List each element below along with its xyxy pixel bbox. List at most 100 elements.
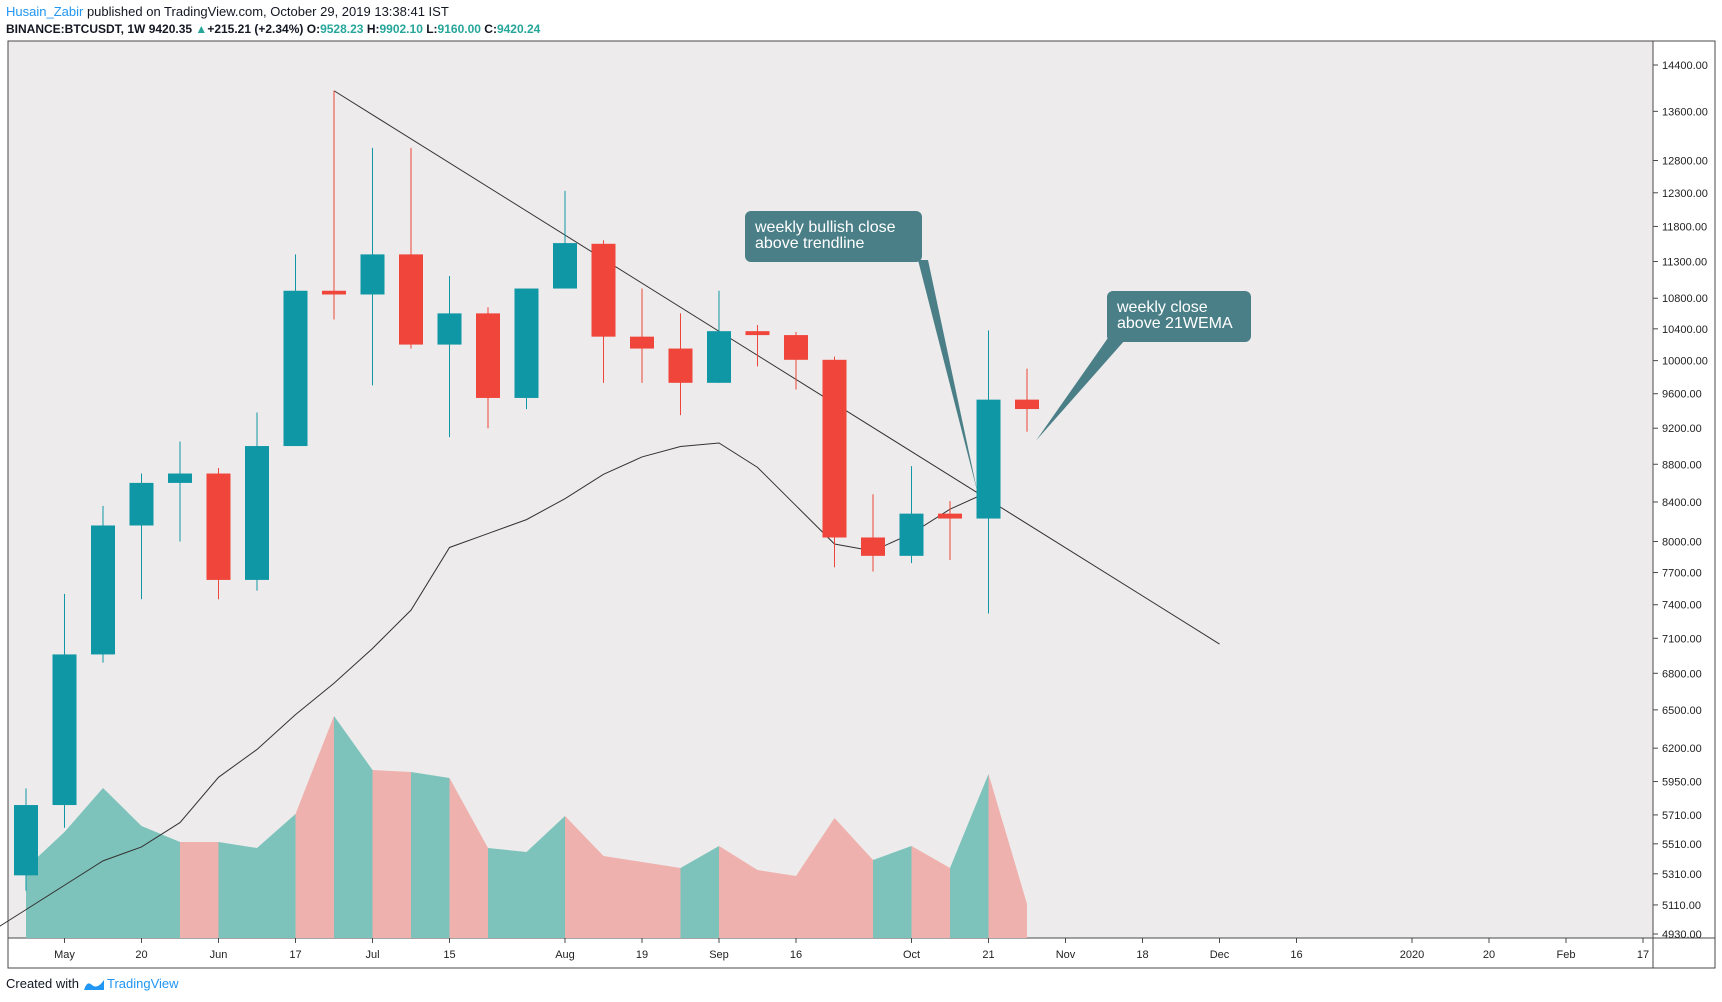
published-text: published on TradingView.com, October 29… xyxy=(86,4,449,19)
y-tick-label: 7400.00 xyxy=(1662,600,1702,612)
volume-area-segment xyxy=(950,774,989,938)
volume-area-segment xyxy=(757,870,796,938)
x-tick-label: Dec xyxy=(1210,949,1230,961)
volume-area-segment xyxy=(565,816,604,938)
volume-area-segment xyxy=(411,772,450,938)
candle xyxy=(976,330,1001,614)
candle-body xyxy=(206,473,231,580)
candle xyxy=(899,466,924,564)
volume-area-segment xyxy=(103,788,142,938)
x-tick-label: 15 xyxy=(443,949,455,961)
y-tick-label: 7700.00 xyxy=(1662,568,1702,580)
candle xyxy=(245,412,269,591)
candle-body xyxy=(668,348,693,383)
volume-area-segment xyxy=(719,846,758,938)
volume-area-segment xyxy=(257,814,296,938)
x-tick-label: 2020 xyxy=(1400,949,1424,961)
candle xyxy=(91,505,115,663)
candle-body xyxy=(514,288,539,398)
annotation-box xyxy=(1107,291,1251,342)
candle-body xyxy=(14,805,38,876)
candle-body xyxy=(399,254,423,345)
candle-body xyxy=(745,331,770,336)
candle-body xyxy=(91,525,115,655)
volume-area-segment xyxy=(141,826,180,938)
candle xyxy=(399,147,423,349)
x-tick-label: 17 xyxy=(1637,949,1649,961)
y-tick-label: 11800.00 xyxy=(1662,221,1707,233)
ohlc-legend: BINANCE:BTCUSDT, 1W 9420.35 ▲+215.21 (+2… xyxy=(6,22,540,36)
y-tick-label: 8000.00 xyxy=(1662,537,1702,549)
candle xyxy=(437,276,462,438)
x-tick-label: Feb xyxy=(1557,949,1576,961)
y-tick-label: 6200.00 xyxy=(1662,743,1702,755)
x-tick-label: Jul xyxy=(365,949,379,961)
candle xyxy=(707,290,731,383)
y-tick-label: 13600.00 xyxy=(1662,106,1708,118)
candle-body xyxy=(245,446,269,580)
y-tick-label: 8400.00 xyxy=(1662,497,1702,509)
candle-body xyxy=(784,335,808,360)
author-link[interactable]: Husain_Zabir xyxy=(6,4,84,19)
volume-area-segment xyxy=(449,778,488,938)
x-tick-label: 16 xyxy=(790,949,802,961)
y-tick-label: 5310.00 xyxy=(1662,869,1702,881)
volume-area-segment xyxy=(372,770,411,938)
annotation-text: above trendline xyxy=(755,235,865,252)
candle xyxy=(861,494,885,572)
annotation-text: above 21WEMA xyxy=(1117,315,1233,332)
volume-area-segment xyxy=(603,856,642,938)
annotation-box xyxy=(745,211,922,262)
y-tick-label: 10800.00 xyxy=(1662,293,1708,305)
candle-body xyxy=(976,399,1001,519)
volume-area-segment xyxy=(642,862,681,938)
tradingview-link[interactable]: TradingView xyxy=(106,976,179,991)
annotation-text: weekly close xyxy=(1116,299,1208,316)
volume-area-segment xyxy=(26,832,65,938)
volume-area-segment xyxy=(64,788,103,938)
close-value: 9420.24 xyxy=(496,22,541,36)
y-tick-label: 5950.00 xyxy=(1662,777,1702,789)
candle-body xyxy=(129,482,154,526)
high-label: H: xyxy=(366,22,380,36)
open-label: O: xyxy=(306,22,321,36)
candle-body xyxy=(1015,399,1039,410)
candle xyxy=(553,190,577,289)
volume-area-segment xyxy=(988,774,1027,938)
candle xyxy=(745,324,770,367)
x-tick-label: 21 xyxy=(982,949,994,961)
volume-area-segment xyxy=(680,846,719,938)
candle xyxy=(591,240,616,383)
annotation-pointer xyxy=(918,260,978,493)
x-tick-label: Aug xyxy=(555,949,575,961)
candle xyxy=(283,254,308,447)
y-tick-label: 12300.00 xyxy=(1662,188,1708,200)
footer-credit: Created with TradingView xyxy=(6,976,179,992)
tradingview-logo-icon xyxy=(83,979,104,990)
candle xyxy=(52,593,77,828)
trendline xyxy=(333,90,1220,645)
volume-area-segment xyxy=(526,816,565,938)
x-tick-label: Jun xyxy=(210,949,228,961)
high-value: 9902.10 xyxy=(379,22,423,36)
y-tick-label: 5510.00 xyxy=(1662,839,1702,851)
candle-body xyxy=(822,359,847,538)
volume-area-segment xyxy=(218,842,257,938)
open-value: 9528.23 xyxy=(320,22,364,36)
candle-body xyxy=(437,313,462,345)
candle xyxy=(514,288,539,410)
y-tick-label: 4930.00 xyxy=(1662,929,1702,941)
annotation-text: weekly bullish close xyxy=(754,219,896,236)
volume-area-segment xyxy=(911,846,950,938)
annotation-pointer xyxy=(1036,335,1125,441)
volume-area-segment xyxy=(180,842,219,938)
x-tick-label: 20 xyxy=(135,949,147,961)
candle-body xyxy=(861,537,885,556)
y-tick-label: 8800.00 xyxy=(1662,459,1702,471)
candle xyxy=(360,147,385,386)
candle-body xyxy=(360,254,385,295)
candle xyxy=(630,288,654,383)
candle-body xyxy=(707,331,731,383)
